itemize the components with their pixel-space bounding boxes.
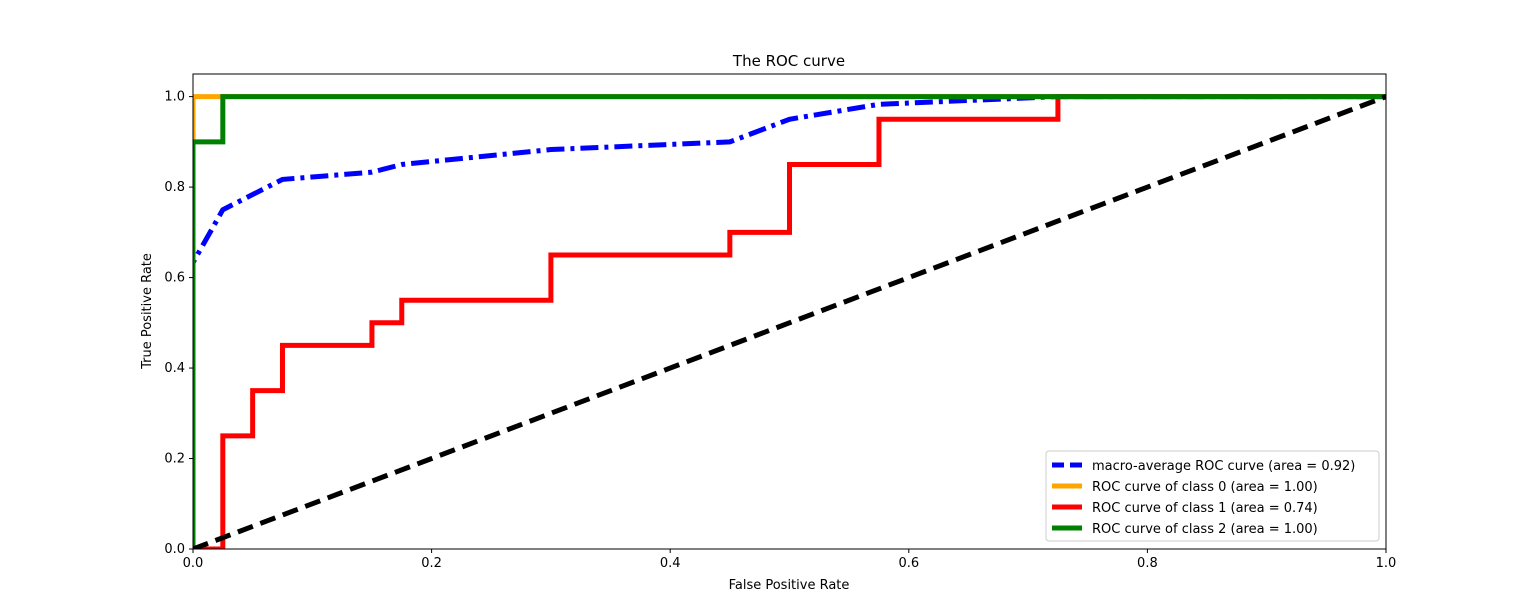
plot-series <box>193 94 1386 549</box>
y-tick-label: 0.0 <box>164 542 185 557</box>
legend-entry-label: macro-average ROC curve (area = 0.92) <box>1092 459 1355 474</box>
x-tick-label: 0.0 <box>183 556 204 571</box>
chance-diagonal-line <box>193 94 1386 549</box>
y-tick-label: 0.2 <box>164 452 185 467</box>
y-tick-label: 0.8 <box>164 180 185 195</box>
legend-entry-label: ROC curve of class 1 (area = 0.74) <box>1092 501 1318 516</box>
plot-frame <box>192 73 1387 550</box>
x-tick-label: 0.6 <box>898 556 919 571</box>
axes: 0.0 0.2 0.4 0.6 0.8 1.0 0.0 0.2 0.4 0.6 0.8 1.0 <box>164 90 1396 571</box>
legend: macro-average ROC curve (area = 0.92) ROC… <box>1045 450 1380 542</box>
macro-average-line <box>193 94 1386 549</box>
x-tick-label: 1.0 <box>1376 556 1397 571</box>
x-tick-label: 0.4 <box>660 556 681 571</box>
x-tick-label: 0.8 <box>1137 556 1158 571</box>
legend-box <box>1045 450 1380 542</box>
legend-entry-label: ROC curve of class 2 (area = 1.00) <box>1092 522 1318 537</box>
legend-entry-label: ROC curve of class 0 (area = 1.00) <box>1092 480 1318 495</box>
y-axis-label: True Positive Rate <box>140 253 155 370</box>
y-tick-label: 1.0 <box>164 90 185 105</box>
y-tick-label: 0.6 <box>164 271 185 286</box>
class-1-line <box>193 94 1386 549</box>
chart-title: The ROC curve <box>732 52 845 70</box>
class-2-line <box>193 94 1386 549</box>
y-tick-label: 0.4 <box>164 361 185 376</box>
x-tick-label: 0.2 <box>421 556 442 571</box>
x-axis-label: False Positive Rate <box>729 578 850 593</box>
